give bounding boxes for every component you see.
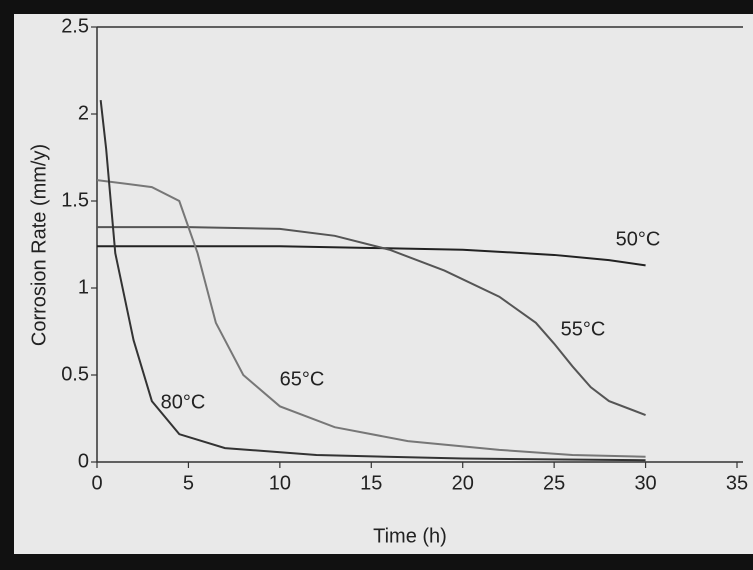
y-tick-label: 2 xyxy=(78,102,89,124)
background xyxy=(14,14,753,554)
series-label: 50°C xyxy=(616,228,661,250)
x-tick-label: 30 xyxy=(634,472,656,494)
y-tick-label: 0.5 xyxy=(61,363,89,385)
x-tick-label: 15 xyxy=(360,472,382,494)
y-tick-label: 1 xyxy=(78,276,89,298)
x-tick-label: 5 xyxy=(183,472,194,494)
x-tick-label: 35 xyxy=(726,472,748,494)
x-tick-label: 10 xyxy=(269,472,291,494)
x-tick-label: 25 xyxy=(543,472,565,494)
x-tick-label: 20 xyxy=(452,472,474,494)
series-label: 65°C xyxy=(280,368,325,390)
x-axis-label: Time (h) xyxy=(373,525,447,547)
y-axis-label: Corrosion Rate (mm/y) xyxy=(28,144,50,346)
y-tick-label: 1.5 xyxy=(61,189,89,211)
line xyxy=(97,226,646,416)
line xyxy=(96,179,646,458)
line xyxy=(99,99,646,462)
line xyxy=(97,245,646,267)
x-tick-label: 0 xyxy=(91,472,102,494)
y-tick-label: 2.5 xyxy=(61,15,89,37)
series-label: 55°C xyxy=(561,318,606,340)
y-tick-label: 0 xyxy=(78,450,89,472)
series-label: 80°C xyxy=(161,391,206,413)
